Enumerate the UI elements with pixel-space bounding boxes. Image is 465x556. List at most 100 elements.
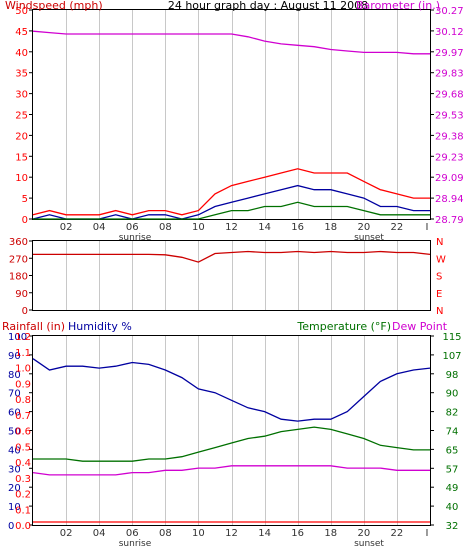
temperature-tick-label: 65 xyxy=(446,445,459,456)
dewpoint-axis-title: Dew Point xyxy=(392,320,448,333)
compass-label: N xyxy=(436,237,443,248)
temperature-tick-label: 115 xyxy=(442,332,461,343)
temperature-tick-label: 107 xyxy=(442,351,461,362)
windspeed-tick-label: 45 xyxy=(15,27,28,38)
rainfall-tick-label: 0.0 xyxy=(15,521,31,532)
hour-tick-label: 14 xyxy=(258,222,271,233)
hour-tick-label: 10 xyxy=(192,528,205,539)
humidity-tick-label: 90 xyxy=(8,351,21,362)
temperature-tick-label: 49 xyxy=(446,483,459,494)
hour-tick-label: 04 xyxy=(93,528,106,539)
direction-tick-label: 90 xyxy=(15,289,28,300)
series-wind_gust xyxy=(32,168,430,216)
windspeed-axis-title: Windspeed (mph) xyxy=(5,0,103,12)
hour-tick-label: I xyxy=(426,528,429,539)
hour-tick-label: 06 xyxy=(126,528,139,539)
rainfall-tick-label: 0.7 xyxy=(15,411,31,422)
windspeed-tick-label: 5 xyxy=(22,194,28,205)
rainfall-tick-label: 0.5 xyxy=(15,442,31,453)
temperature-tick-label: 98 xyxy=(446,370,459,381)
temperature-axis-title: Temperature (°F) xyxy=(296,320,391,333)
humidity-tick-label: 20 xyxy=(8,483,21,494)
barometer-tick-label: 30.12 xyxy=(435,27,464,38)
temperature-tick-label: 82 xyxy=(446,408,459,419)
direction-tick-label: 0 xyxy=(22,306,28,317)
windspeed-tick-label: 20 xyxy=(15,131,28,142)
sunrise-label-bottom: sunrise xyxy=(119,539,152,549)
barometer-tick-label: 29.38 xyxy=(435,131,464,142)
barometer-tick-label: 30.27 xyxy=(435,6,464,17)
windspeed-tick-label: 10 xyxy=(15,173,28,184)
humidity-axis-title: Humidity % xyxy=(68,320,132,333)
rainfall-tick-label: 0.6 xyxy=(15,427,31,438)
windspeed-tick-label: 35 xyxy=(15,69,28,80)
direction-panel-frame xyxy=(32,240,431,311)
hour-tick-label: I xyxy=(426,222,429,233)
windspeed-tick-label: 30 xyxy=(15,90,28,101)
hour-tick-label: 22 xyxy=(391,528,404,539)
barometer-tick-label: 29.97 xyxy=(435,48,464,59)
sunset-label-bottom: sunset xyxy=(354,539,384,549)
hour-tick-label: 22 xyxy=(391,222,404,233)
windspeed-tick-label: 40 xyxy=(15,48,28,59)
series-temperature xyxy=(33,426,430,462)
hour-tick-label: 20 xyxy=(357,222,370,233)
humidity-tick-label: 30 xyxy=(8,464,21,475)
hour-tick-label: 10 xyxy=(192,222,205,233)
hour-tick-label: 04 xyxy=(93,222,106,233)
rainfall-tick-label: 0.8 xyxy=(15,395,31,406)
direction-tick-label: 270 xyxy=(9,254,28,265)
barometer-tick-label: 28.94 xyxy=(435,194,464,205)
series-humidity xyxy=(32,358,431,422)
series-dew_point xyxy=(32,465,430,476)
hour-tick-label: 18 xyxy=(324,528,337,539)
hour-tick-label: 18 xyxy=(324,222,337,233)
hour-tick-label: 14 xyxy=(258,528,271,539)
temperature-tick-label: 74 xyxy=(446,427,459,438)
hour-tick-label: 02 xyxy=(60,528,73,539)
compass-label: N xyxy=(436,306,443,317)
rainfall-tick-label: 1.2 xyxy=(15,332,31,343)
barometer-axis-title: Barometer (in.) xyxy=(356,0,440,12)
barometer-tick-label: 29.68 xyxy=(435,90,464,101)
series-wind_low xyxy=(33,201,430,220)
rainfall-tick-label: 0.1 xyxy=(15,505,31,516)
windspeed-tick-label: 50 xyxy=(15,6,28,17)
temperature-tick-label: 57 xyxy=(446,464,459,475)
wind-panel-frame xyxy=(32,9,431,220)
humidity-tick-label: 50 xyxy=(8,427,21,438)
hour-tick-label: 16 xyxy=(291,222,304,233)
sunset-label-top: sunset xyxy=(354,233,384,243)
hour-tick-label: 12 xyxy=(225,528,238,539)
hour-tick-label: 06 xyxy=(126,222,139,233)
humidity-tick-label: 40 xyxy=(8,445,21,456)
hour-tick-label: 16 xyxy=(291,528,304,539)
series-wind_direction xyxy=(33,250,431,263)
hour-tick-label: 08 xyxy=(159,222,172,233)
rainfall-axis-title: Rainfall (in) xyxy=(2,320,65,333)
barometer-tick-label: 29.23 xyxy=(435,152,464,163)
barometer-tick-label: 29.83 xyxy=(435,69,464,80)
humidity-tick-label: 0 xyxy=(8,521,14,532)
humidity-tick-label: 10 xyxy=(8,502,21,513)
rainfall-tick-label: 1.1 xyxy=(15,348,31,359)
humidity-tick-label: 70 xyxy=(8,389,21,400)
windspeed-tick-label: 15 xyxy=(15,152,28,163)
hour-tick-label: 12 xyxy=(225,222,238,233)
humidity-tick-label: 60 xyxy=(8,408,21,419)
humidity-tick-label: 80 xyxy=(8,370,21,381)
temperature-tick-label: 40 xyxy=(446,502,459,513)
direction-tick-label: 360 xyxy=(9,237,28,248)
grid-layer xyxy=(66,10,398,525)
windspeed-tick-label: 0 xyxy=(22,215,28,226)
direction-tick-label: 180 xyxy=(9,272,28,283)
rainfall-tick-label: 0.9 xyxy=(15,379,31,390)
rainfall-tick-label: 0.2 xyxy=(15,490,31,501)
barometer-tick-label: 28.79 xyxy=(435,215,464,226)
humidity-tick-label: 100 xyxy=(8,332,27,343)
hour-tick-label: 20 xyxy=(357,528,370,539)
chart-title: 24 hour graph day : August 11 2008 xyxy=(168,0,368,12)
sunrise-label-top: sunrise xyxy=(119,233,152,243)
compass-label: E xyxy=(436,289,442,300)
